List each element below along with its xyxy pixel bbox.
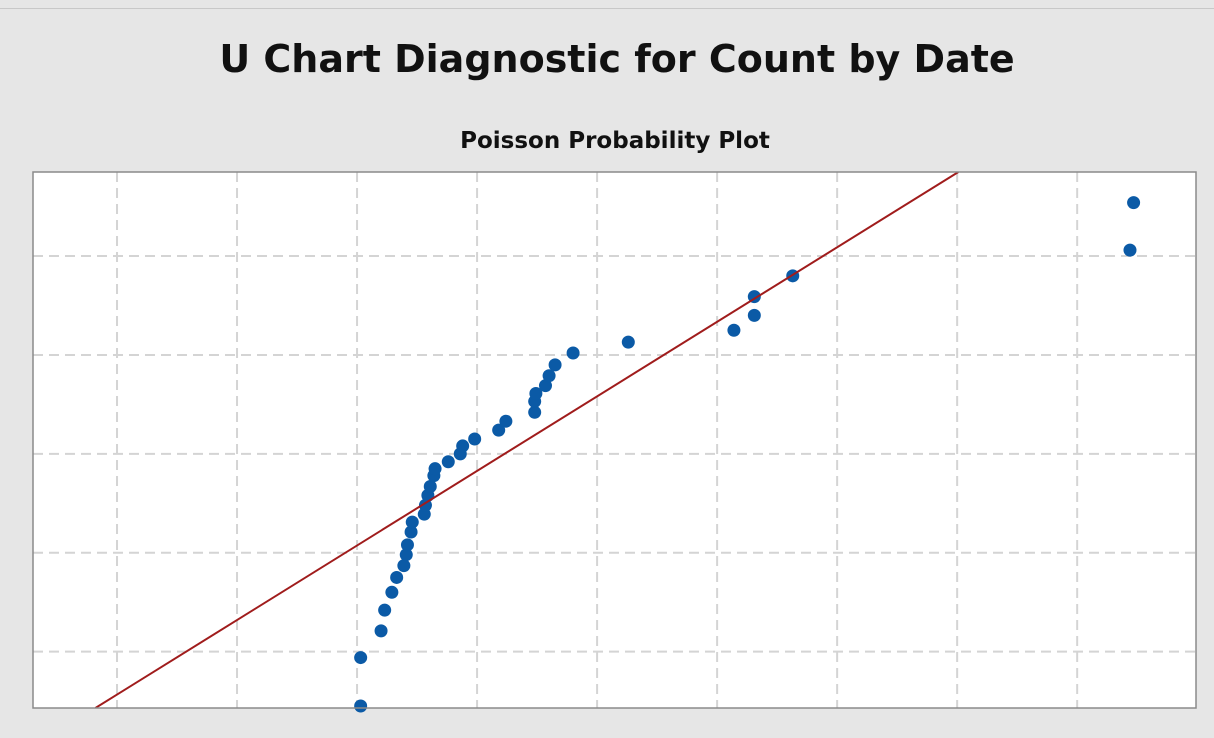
data-point bbox=[468, 432, 482, 446]
data-point bbox=[492, 423, 506, 437]
plot-area bbox=[32, 171, 1197, 713]
data-point bbox=[354, 651, 368, 665]
data-point bbox=[399, 548, 413, 562]
data-point bbox=[621, 335, 635, 349]
data-point bbox=[727, 323, 741, 337]
data-point bbox=[747, 308, 761, 322]
fit-line bbox=[94, 172, 959, 708]
data-point bbox=[390, 570, 404, 584]
data-point bbox=[566, 346, 580, 360]
data-point bbox=[423, 479, 437, 493]
data-point bbox=[456, 439, 470, 453]
data-point bbox=[499, 414, 513, 428]
data-point bbox=[385, 585, 399, 599]
data-point bbox=[1127, 196, 1141, 210]
data-point bbox=[548, 358, 562, 372]
data-point bbox=[542, 369, 556, 383]
chart-subtitle: Poisson Probability Plot bbox=[460, 128, 770, 154]
data-point bbox=[354, 699, 368, 713]
data-point bbox=[529, 387, 543, 401]
data-point bbox=[441, 455, 455, 469]
data-point bbox=[528, 405, 542, 419]
data-point bbox=[397, 559, 411, 573]
data-point bbox=[405, 515, 419, 529]
plot-border bbox=[32, 171, 1197, 709]
data-point bbox=[1123, 243, 1137, 257]
data-point bbox=[538, 379, 552, 393]
data-point bbox=[400, 538, 414, 552]
data-point bbox=[378, 603, 392, 617]
data-point bbox=[428, 462, 442, 476]
data-point bbox=[374, 624, 388, 638]
chart-title: U Chart Diagnostic for Count by Date bbox=[219, 37, 1014, 81]
plot-background bbox=[33, 172, 1196, 708]
data-point bbox=[404, 525, 418, 539]
